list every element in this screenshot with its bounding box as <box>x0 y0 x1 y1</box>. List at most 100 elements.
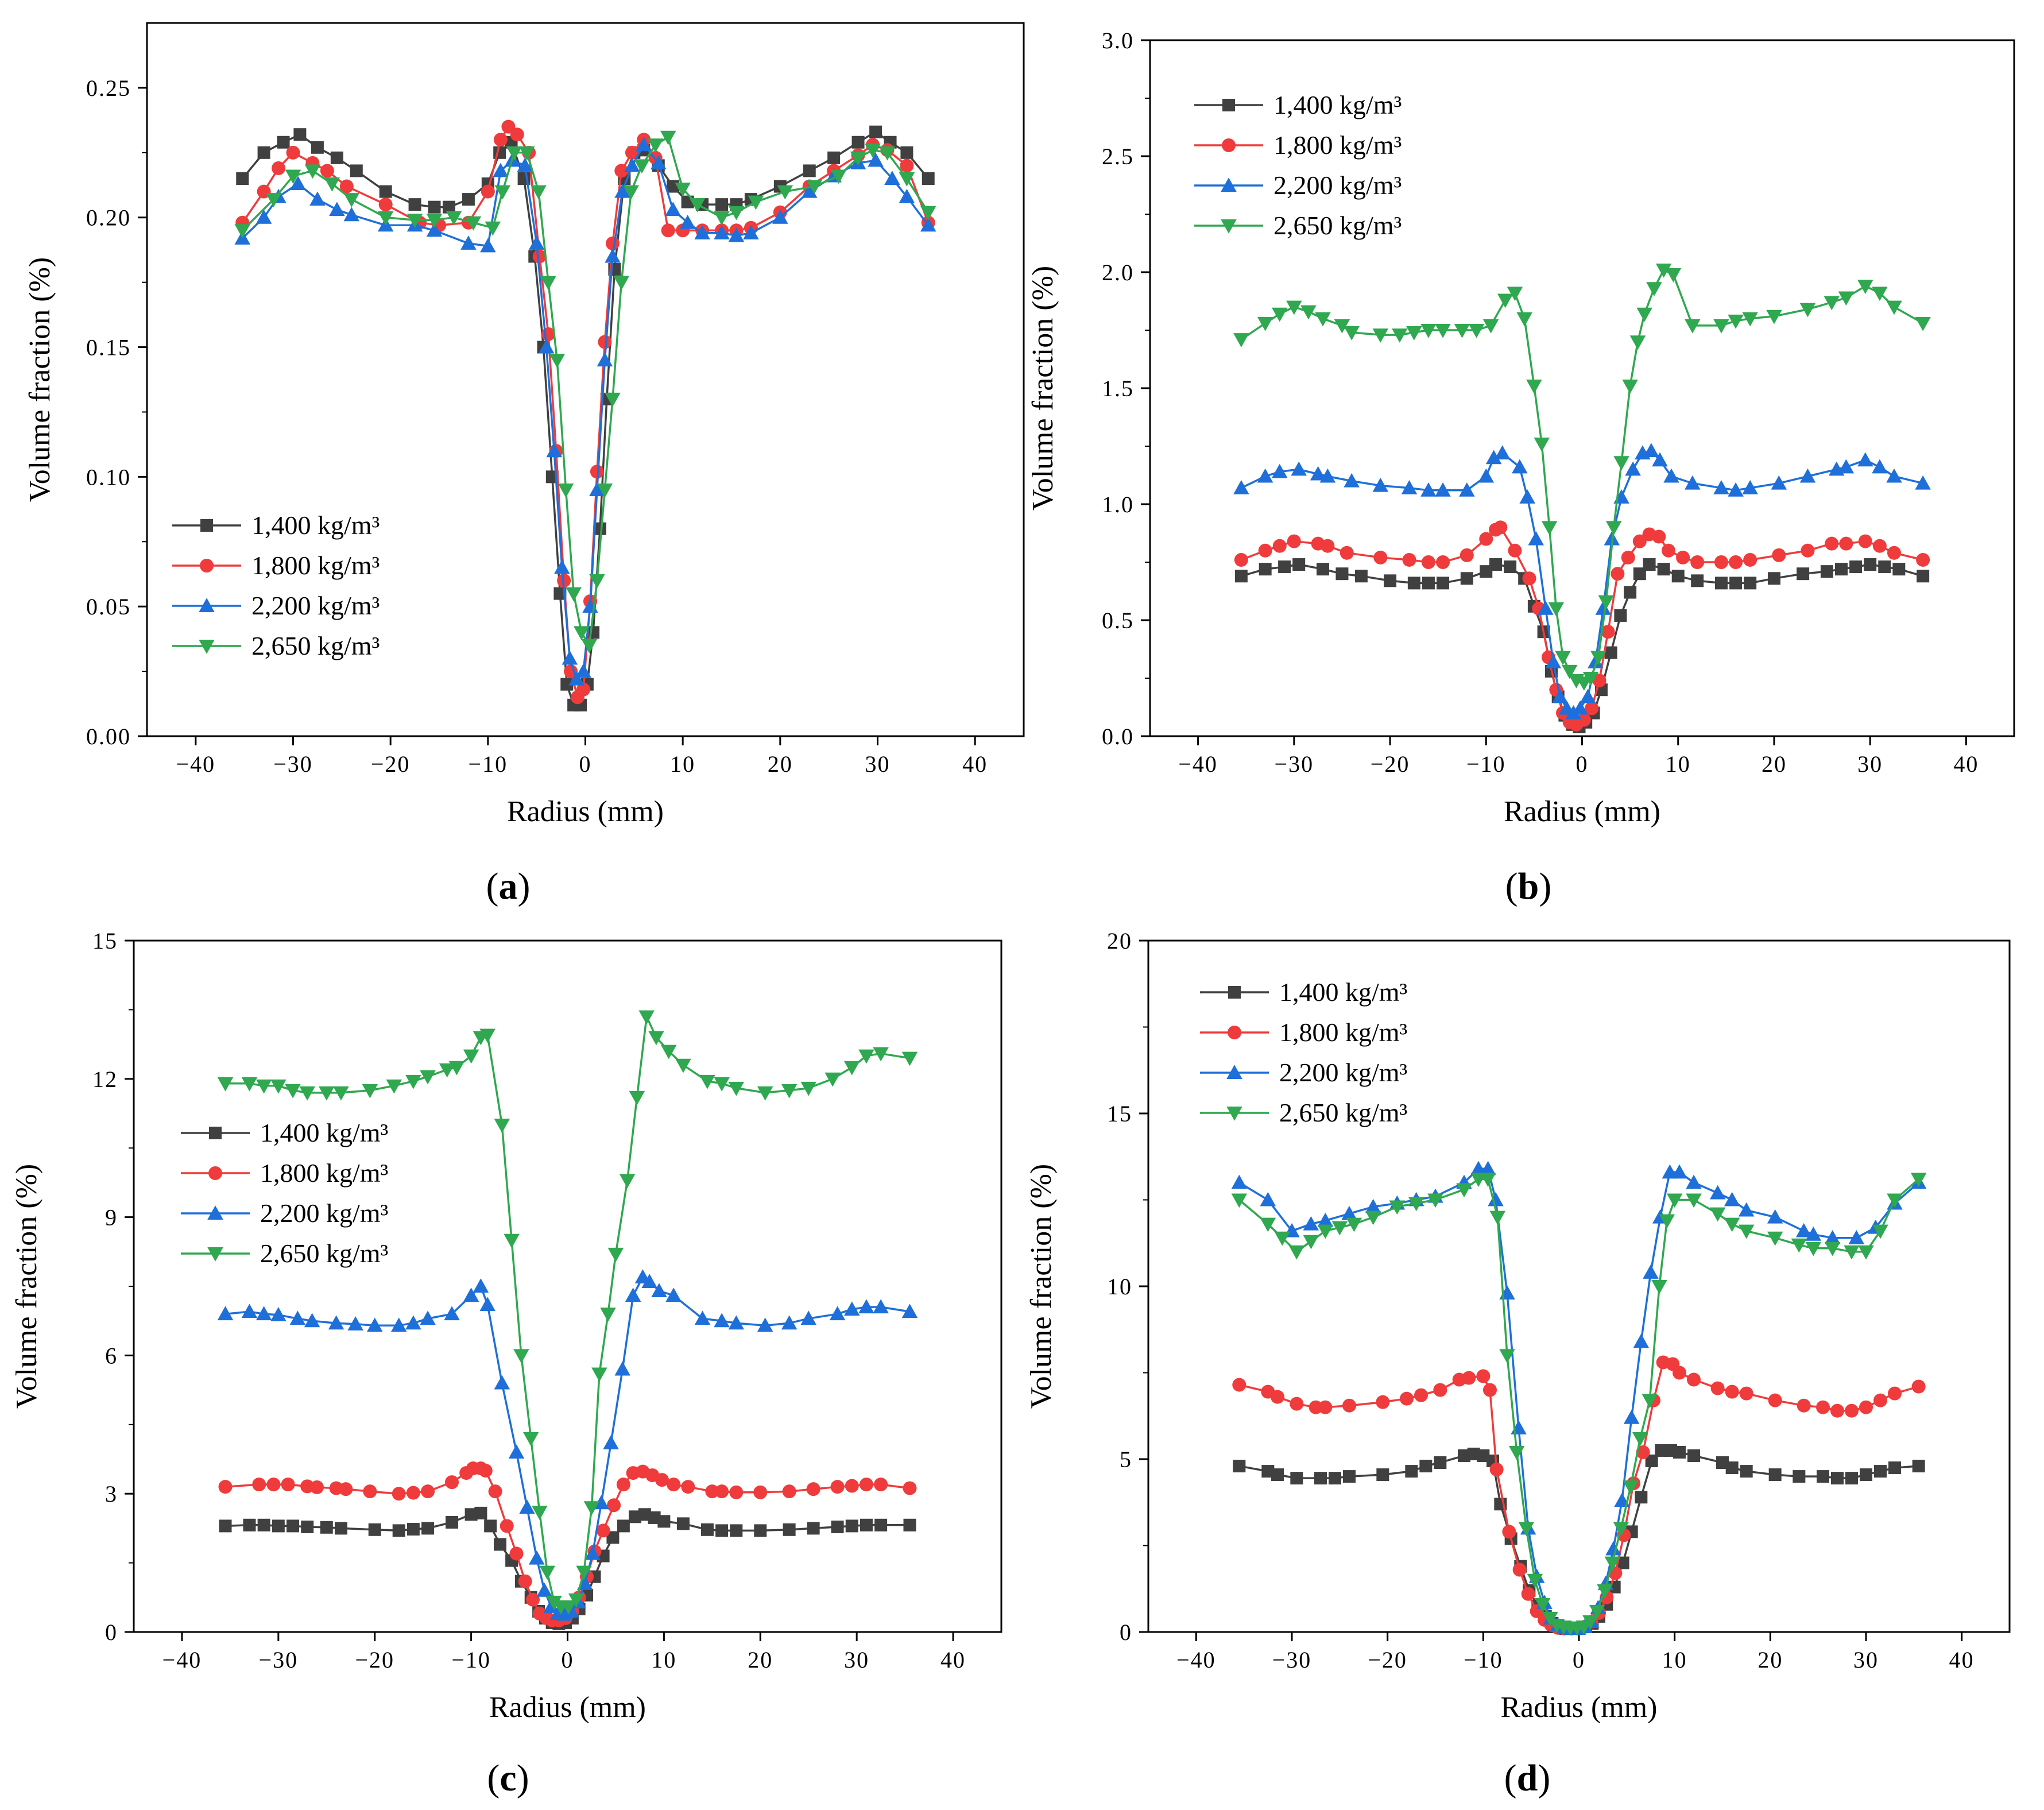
y-tick-label: 0.5 <box>1102 608 1134 633</box>
data-point <box>591 1367 607 1382</box>
data-point <box>1489 1210 1506 1225</box>
data-point <box>241 1077 258 1092</box>
series-4 <box>217 1010 918 1615</box>
data-point <box>270 1307 287 1321</box>
data-point <box>1643 1264 1659 1279</box>
data-point <box>743 225 759 239</box>
data-point <box>869 125 882 138</box>
data-point <box>647 138 664 153</box>
data-point <box>884 171 900 185</box>
series-3 <box>217 1269 918 1621</box>
data-point <box>1344 326 1360 341</box>
y-tick-label: 10 <box>1107 1274 1132 1300</box>
data-point <box>1605 1541 1621 1556</box>
data-point <box>827 151 841 164</box>
x-axis-label: Radius (mm) <box>489 1691 646 1724</box>
data-point <box>1291 461 1307 476</box>
y-tick-label: 3 <box>105 1481 118 1507</box>
data-point <box>281 1478 295 1492</box>
data-point <box>1916 552 1930 567</box>
data-point <box>661 223 675 238</box>
data-point <box>901 1051 918 1066</box>
data-point <box>606 1531 620 1544</box>
data-point <box>1234 552 1248 567</box>
data-point <box>426 222 443 237</box>
x-tick-label: 10 <box>651 1647 676 1673</box>
data-point <box>920 206 936 221</box>
data-point <box>379 185 392 198</box>
data-point <box>1616 1556 1629 1569</box>
chart-panel-a: −40 −30 −20 −10 0 10 20 30 40 0.00 0.05 0.10 0.15 0.2… <box>24 22 1025 907</box>
data-point <box>241 1304 258 1318</box>
panel-label: (c) <box>487 1757 529 1799</box>
data-point <box>448 1061 465 1076</box>
data-point <box>590 465 604 479</box>
chart-panel-b: −40 −30 −20 −10 0 10 20 30 40 0.0 0.5 1.0 1.5 2.0 2.5 3… <box>1027 28 2015 907</box>
data-point <box>311 141 324 154</box>
legend-label: 2,650 kg/m³ <box>1279 1098 1407 1127</box>
data-point <box>1687 1449 1700 1462</box>
data-point <box>617 1519 630 1533</box>
data-point <box>1261 1465 1275 1478</box>
data-point <box>1604 646 1617 659</box>
data-point <box>648 1511 661 1524</box>
data-point <box>625 145 639 160</box>
data-point <box>1839 536 1853 551</box>
data-point <box>1633 1333 1650 1348</box>
data-point <box>1257 468 1273 483</box>
data-point <box>1433 1383 1447 1397</box>
data-point <box>285 169 301 184</box>
data-point <box>444 1306 460 1321</box>
data-point <box>1687 1372 1701 1387</box>
data-point <box>1601 625 1615 639</box>
data-point <box>1493 520 1508 535</box>
data-point <box>1621 550 1635 564</box>
data-point <box>1724 1217 1740 1232</box>
data-point <box>1611 567 1625 581</box>
data-point <box>1292 558 1306 571</box>
data-point <box>1848 1229 1865 1244</box>
data-point <box>478 1464 493 1478</box>
series-1 <box>219 1506 916 1630</box>
data-point <box>868 152 884 167</box>
x-tick-label: −10 <box>1466 751 1506 777</box>
data-point <box>597 352 613 367</box>
data-point <box>1793 1470 1806 1483</box>
data-point <box>1830 1403 1844 1418</box>
series-3 <box>1233 443 1931 720</box>
legend-label: 1,800 kg/m³ <box>1279 1018 1407 1047</box>
data-point <box>1632 534 1647 548</box>
x-tick-label: −10 <box>469 751 508 777</box>
data-point <box>546 1595 562 1610</box>
data-point <box>675 1058 691 1073</box>
series-4 <box>1233 263 1931 691</box>
data-point <box>481 184 495 199</box>
data-point <box>1346 1217 1362 1232</box>
x-axis-label: Radius (mm) <box>507 795 664 828</box>
data-point <box>1478 468 1495 483</box>
data-point <box>1508 543 1522 558</box>
data-point <box>1288 1245 1305 1260</box>
data-point <box>613 276 630 291</box>
legend-label: 2,650 kg/m³ <box>1273 211 1402 240</box>
data-point <box>715 1524 729 1537</box>
data-point <box>1643 443 1659 458</box>
data-point <box>463 1287 479 1302</box>
data-point <box>1372 477 1389 492</box>
data-point <box>1605 521 1622 536</box>
data-point <box>1590 651 1606 666</box>
data-point <box>522 1432 539 1447</box>
y-tick-label: 0.05 <box>86 594 131 620</box>
data-point <box>1427 1193 1443 1208</box>
data-point <box>657 1515 671 1528</box>
data-point <box>728 206 745 221</box>
data-point <box>1713 319 1729 334</box>
x-tick-label: −10 <box>1464 1647 1503 1673</box>
data-point <box>301 1520 314 1533</box>
data-point <box>783 1523 796 1536</box>
legend-marker <box>209 1127 222 1139</box>
data-point <box>1489 558 1502 571</box>
x-axis-label: Radius (mm) <box>1501 1691 1658 1724</box>
data-point <box>1768 1468 1782 1482</box>
